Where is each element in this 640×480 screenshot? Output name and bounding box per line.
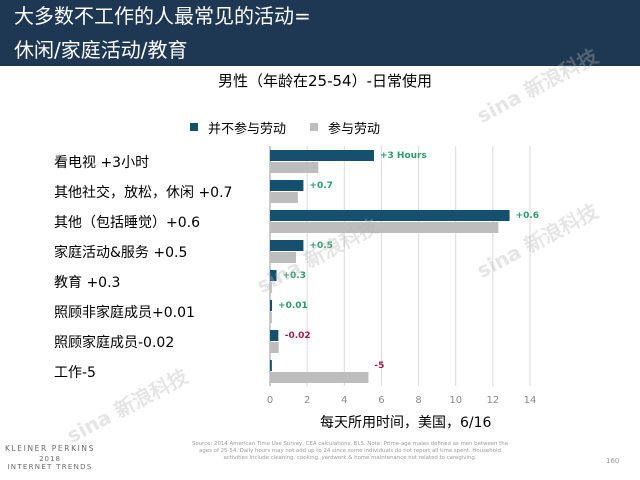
category-label: 其他社交，放松，休闲 +0.7	[54, 184, 232, 201]
x-tick-label: 14	[524, 395, 537, 406]
x-axis-label: 每天所用时间，美国，6/16	[320, 415, 492, 431]
header-band: 大多数不工作的人最常见的活动= 休闲/家庭活动/教育	[0, 0, 640, 66]
data-label: +0.5	[309, 241, 332, 251]
legend-item-not-participating: 并不参与劳动	[190, 118, 286, 137]
data-label: +0.3	[283, 271, 306, 281]
bar-not-participating	[270, 150, 374, 161]
x-tick-label: 8	[415, 395, 421, 406]
bar-not-participating	[270, 240, 304, 251]
legend-label-not-participating: 并不参与劳动	[208, 121, 287, 137]
category-label: 照顾家庭成员-0.02	[54, 334, 174, 351]
bar-participating	[270, 192, 298, 203]
category-label: 家庭活动&服务 +0.5	[54, 244, 187, 261]
data-label: -0.02	[285, 331, 311, 341]
bar-not-participating	[270, 180, 304, 191]
slide-title-line1: 大多数不工作的人最常见的活动=	[14, 4, 311, 28]
bar-participating	[270, 282, 272, 293]
source-note: Source: 2014 American Time Use Survey, C…	[191, 441, 509, 461]
category-label: 其他（包括睡觉）+0.6	[54, 215, 200, 231]
bar-participating	[270, 312, 272, 323]
legend-swatch-participating	[310, 123, 319, 131]
x-tick-label: 4	[341, 395, 347, 406]
data-label: -5	[374, 361, 384, 371]
x-tick-label: 10	[449, 395, 462, 406]
x-tick-label: 12	[486, 395, 499, 406]
brand-report: INTERNET TRENDS	[7, 463, 93, 471]
data-label: +0.6	[516, 211, 539, 221]
bar-participating	[270, 162, 319, 173]
data-label: +0.7	[309, 181, 332, 191]
category-label: 看电视 +3小时	[54, 155, 149, 171]
x-tick-label: 0	[267, 395, 273, 406]
chart-title: 男性（年龄在25-54）-日常使用	[217, 72, 432, 90]
category-label: 工作-5	[54, 365, 96, 381]
category-label: 照顾非家庭成员+0.01	[54, 304, 195, 321]
data-label: +0.01	[278, 301, 308, 311]
chart-legend: 并不参与劳动 参与劳动	[190, 118, 404, 137]
x-tick-label: 2	[304, 395, 310, 406]
brand-name: KLEINER PERKINS	[5, 444, 95, 453]
legend-swatch-not-participating	[190, 123, 198, 131]
bar-not-participating	[270, 300, 273, 311]
bar-participating	[270, 372, 369, 383]
bar-not-participating	[270, 360, 272, 371]
brand-logo: KLEINER PERKINS 2018 INTERNET TRENDS	[4, 444, 96, 471]
bar-not-participating	[270, 210, 510, 221]
legend-item-participating: 参与劳动	[310, 118, 380, 137]
bar-participating	[270, 252, 296, 263]
bar-participating	[270, 222, 499, 233]
data-label: +3 Hours	[380, 151, 427, 161]
brand-year: 2018	[39, 455, 61, 463]
legend-label-participating: 参与劳动	[328, 121, 381, 137]
slide-title-line2: 休闲/家庭活动/教育	[14, 38, 188, 62]
bar-not-participating	[270, 330, 279, 341]
x-tick-label: 6	[378, 395, 384, 406]
page-number: 160	[606, 457, 620, 465]
category-label: 教育 +0.3	[54, 275, 120, 291]
bar-participating	[270, 342, 279, 353]
bar-not-participating	[270, 270, 277, 281]
